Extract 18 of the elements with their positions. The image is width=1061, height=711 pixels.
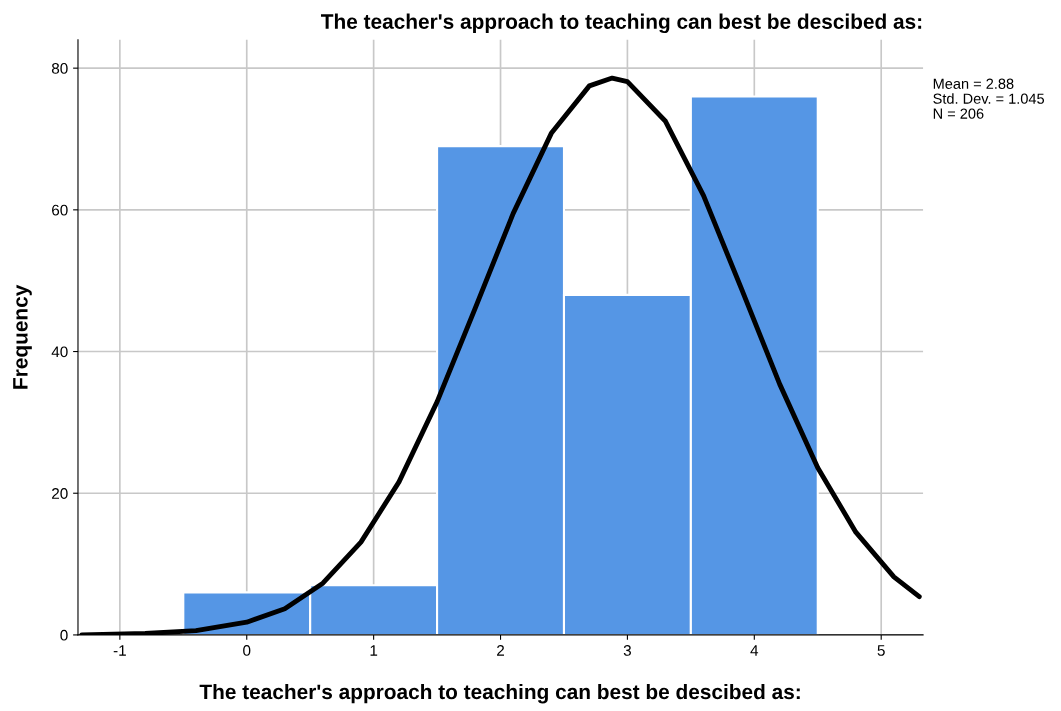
text: N = 206	[933, 108, 984, 119]
x-tick-label: 0	[243, 645, 251, 656]
y-axis-title: Frequency	[13, 284, 32, 389]
chart-title: The teacher's approach to teaching can best be descibed as:	[321, 13, 922, 34]
x-tick-label: -1	[113, 645, 126, 656]
x-axis-title: The teacher's approach to teaching can best be descibed as:	[199, 683, 800, 704]
y-tick-label: 40	[51, 346, 68, 358]
x-tick-label: 3	[623, 645, 631, 656]
y-tick-label: 20	[52, 488, 68, 499]
x-tick-label: 5	[877, 645, 885, 656]
x-tick-label: 4	[750, 645, 759, 656]
y-tick-label: 0	[60, 629, 68, 641]
text: Std. Dev. = 1.045	[933, 93, 1045, 104]
y-tick-label: 80	[51, 63, 68, 74]
y-tick-label: 60	[52, 204, 68, 216]
text: Mean = 2.88	[933, 78, 1014, 89]
x-tick-label: 2	[497, 645, 505, 656]
x-tick-label: 1	[370, 645, 378, 656]
